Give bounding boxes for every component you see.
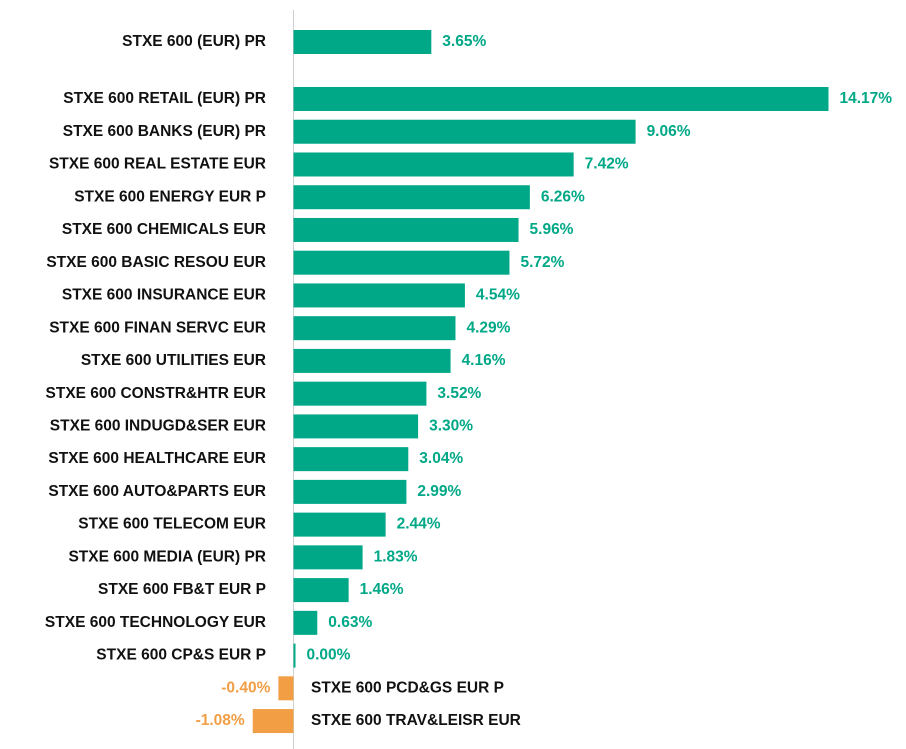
category-label: STXE 600 MEDIA (EUR) PR (68, 548, 266, 565)
value-label: 0.63% (328, 614, 372, 631)
value-label: 5.96% (530, 221, 574, 238)
value-label: 2.44% (397, 516, 441, 533)
bar (293, 283, 465, 308)
category-label: STXE 600 AUTO&PARTS EUR (48, 483, 266, 500)
category-label: STXE 600 TRAV&LEISR EUR (311, 712, 521, 729)
category-label: STXE 600 (EUR) PR (122, 33, 266, 50)
category-label: STXE 600 PCD&GS EUR P (311, 679, 504, 696)
value-label: 3.65% (442, 33, 486, 50)
value-label: 3.04% (419, 450, 463, 467)
category-label: STXE 600 REAL ESTATE EUR (49, 156, 266, 173)
category-label: STXE 600 CONSTR&HTR EUR (46, 385, 266, 402)
bar (293, 578, 349, 603)
bar (293, 250, 510, 275)
bar (293, 610, 318, 635)
value-label: 6.26% (541, 188, 585, 205)
value-label: -0.40% (221, 679, 270, 696)
category-label: STXE 600 TECHNOLOGY EUR (45, 614, 266, 631)
category-label: STXE 600 RETAIL (EUR) PR (63, 90, 266, 107)
bar (293, 316, 456, 341)
bar (293, 479, 407, 504)
bar (278, 676, 294, 701)
category-label: STXE 600 CHEMICALS EUR (62, 221, 266, 238)
category-label: STXE 600 BASIC RESOU EUR (46, 254, 266, 271)
category-label: STXE 600 FB&T EUR P (98, 581, 266, 598)
bar (293, 545, 363, 570)
bar (293, 119, 636, 144)
category-label: STXE 600 UTILITIES EUR (81, 352, 266, 369)
value-label: 4.29% (466, 319, 510, 336)
bar (252, 709, 294, 734)
category-label: STXE 600 CP&S EUR P (96, 647, 266, 664)
bar (293, 348, 451, 373)
value-label: -1.08% (196, 712, 245, 729)
category-label: STXE 600 INDUGD&SER EUR (50, 417, 266, 434)
bar (293, 414, 419, 439)
bar (293, 447, 409, 472)
bar (293, 152, 574, 177)
value-label: 3.30% (429, 417, 473, 434)
bar (293, 185, 530, 210)
value-label: 4.16% (462, 352, 506, 369)
value-label: 2.99% (417, 483, 461, 500)
bar (293, 30, 432, 54)
category-label: STXE 600 HEALTHCARE EUR (48, 450, 266, 467)
category-label: STXE 600 TELECOM EUR (78, 516, 266, 533)
bar (293, 512, 386, 537)
category-label: STXE 600 FINAN SERVC EUR (49, 319, 266, 336)
value-label: 7.42% (585, 156, 629, 173)
value-label: 4.54% (476, 287, 520, 304)
category-label: STXE 600 ENERGY EUR P (74, 188, 266, 205)
value-label: 14.17% (840, 90, 893, 107)
category-label: STXE 600 INSURANCE EUR (62, 287, 266, 304)
value-label: 1.46% (360, 581, 404, 598)
category-label: STXE 600 BANKS (EUR) PR (63, 123, 266, 140)
bar (293, 87, 829, 111)
value-label: 1.83% (374, 548, 418, 565)
bar (293, 217, 519, 242)
value-label: 3.52% (437, 385, 481, 402)
bar (293, 643, 296, 668)
value-label: 0.00% (307, 647, 351, 664)
value-label: 9.06% (647, 123, 691, 140)
bar (293, 381, 427, 406)
value-label: 5.72% (520, 254, 564, 271)
